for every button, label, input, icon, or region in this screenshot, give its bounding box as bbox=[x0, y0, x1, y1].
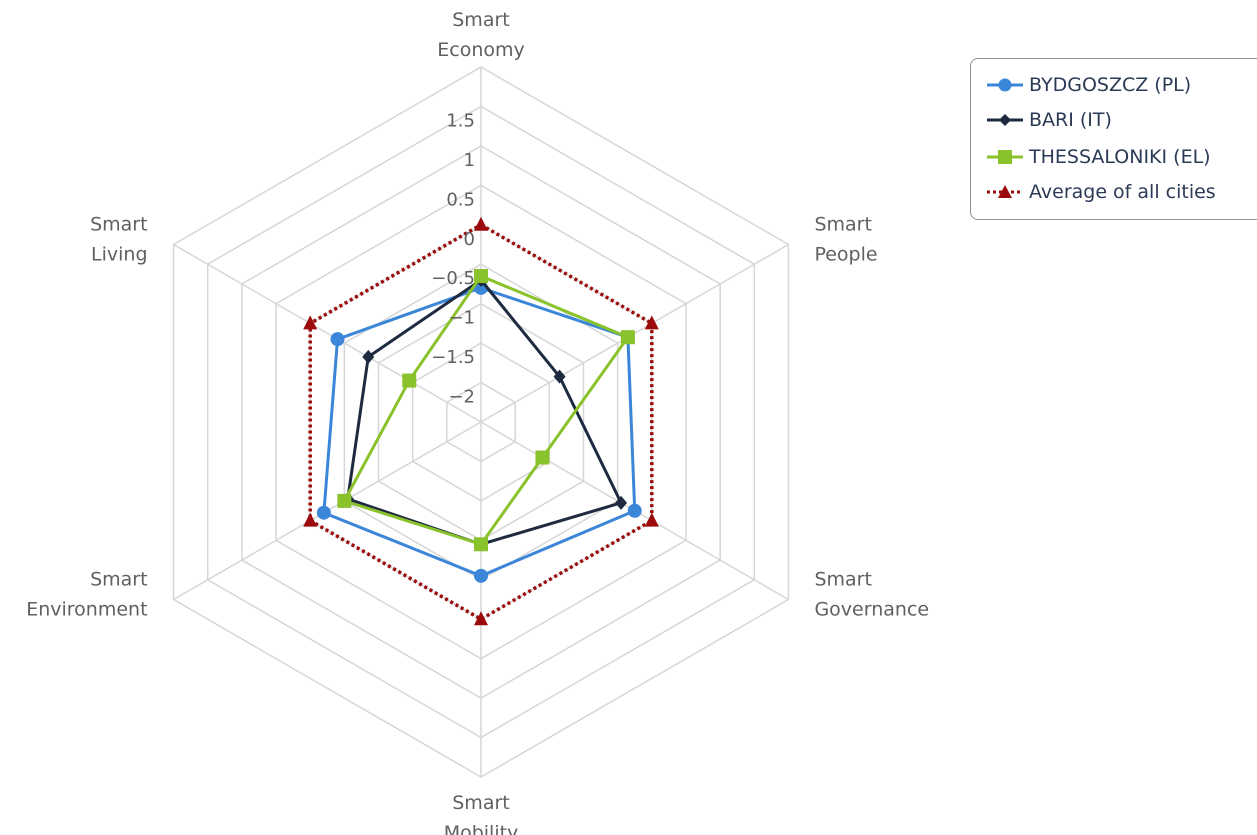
tick-label-1: −1.5 bbox=[431, 347, 475, 368]
tick-label-0: −2 bbox=[448, 387, 475, 408]
axis-label-smart-economy: Smart Economy bbox=[437, 9, 525, 61]
axis-label-smart-living: Smart Living bbox=[90, 214, 147, 266]
data-point-bari-it-smart-living bbox=[362, 349, 375, 364]
tick-label-6: 1 bbox=[464, 150, 475, 171]
data-point-thessaloniki-el-smart-people bbox=[620, 330, 635, 345]
data-point-bydgoszcz-pl-smart-governance bbox=[627, 503, 642, 518]
grid-spokes bbox=[173, 67, 789, 777]
legend-symbol-bydgoszcz bbox=[987, 78, 1023, 92]
series-line-thessaloniki-el bbox=[342, 274, 631, 547]
data-point-thessaloniki-el-smart-mobility bbox=[474, 537, 488, 552]
data-point-average-of-all-cities-smart-governance bbox=[644, 512, 659, 527]
tick-label-4: 0 bbox=[464, 229, 475, 250]
data-point-thessaloniki-el-smart-economy bbox=[474, 269, 488, 284]
data-point-average-of-all-cities-smart-living bbox=[303, 315, 318, 330]
legend-marker bbox=[998, 150, 1012, 164]
tick-label-7: 1.5 bbox=[446, 110, 475, 131]
data-point-bari-it-smart-governance bbox=[615, 495, 628, 510]
series-average-of-all-cities bbox=[303, 216, 659, 626]
legend-symbol-average bbox=[987, 185, 1023, 198]
data-point-thessaloniki-el-smart-environment bbox=[337, 493, 352, 508]
legend-label-average: Average of all cities bbox=[1029, 181, 1216, 203]
grid-spoke bbox=[173, 243, 482, 423]
data-point-bydgoszcz-pl-smart-environment bbox=[316, 505, 331, 520]
data-point-bydgoszcz-pl-smart-mobility bbox=[474, 568, 488, 583]
data-point-average-of-all-cities-smart-environment bbox=[303, 512, 318, 527]
data-point-thessaloniki-el-smart-governance bbox=[535, 450, 550, 465]
axis-labels: Smart Economy Smart People Smart Governance Sm… bbox=[26, 9, 929, 835]
legend-marker bbox=[999, 114, 1011, 126]
radial-ticks: −2 −1.5 −1 −0.5 0 0.5 1 1.5 bbox=[431, 110, 475, 407]
legend-item-bari[interactable]: BARI (IT) bbox=[985, 105, 1112, 135]
data-point-average-of-all-cities-smart-people bbox=[644, 315, 659, 330]
axis-label-smart-governance: Smart Governance bbox=[814, 569, 929, 621]
series-bari-it bbox=[341, 273, 628, 552]
legend-label-bydgoszcz: BYDGOSZCZ (PL) bbox=[1029, 74, 1192, 96]
legend-item-average[interactable]: Average of all cities bbox=[985, 177, 1216, 207]
data-point-average-of-all-cities-smart-mobility bbox=[474, 611, 488, 626]
legend-marker bbox=[998, 78, 1012, 92]
legend: BYDGOSZCZ (PL) BARI (IT) THESSALONIKI (E… bbox=[970, 58, 1257, 220]
legend-symbol-bari bbox=[987, 114, 1023, 126]
data-point-thessaloniki-el-smart-living bbox=[402, 373, 417, 388]
axis-label-smart-people: Smart People bbox=[814, 214, 877, 266]
legend-item-bydgoszcz[interactable]: BYDGOSZCZ (PL) bbox=[985, 70, 1191, 100]
legend-marker bbox=[998, 185, 1012, 198]
data-point-bydgoszcz-pl-smart-living bbox=[330, 332, 345, 347]
tick-label-5: 0.5 bbox=[446, 189, 475, 210]
tick-label-2: −1 bbox=[448, 308, 475, 329]
axis-label-smart-mobility: Smart Mobility bbox=[444, 792, 519, 835]
data-point-bari-it-smart-people bbox=[553, 369, 566, 384]
tick-label-3: −0.5 bbox=[431, 268, 475, 289]
legend-label-thessaloniki: THESSALONIKI (EL) bbox=[1029, 146, 1211, 168]
legend-label-bari: BARI (IT) bbox=[1029, 109, 1112, 131]
legend-symbol-thessaloniki bbox=[987, 150, 1023, 164]
legend-item-thessaloniki[interactable]: THESSALONIKI (EL) bbox=[985, 142, 1211, 172]
data-point-average-of-all-cities-smart-economy bbox=[474, 216, 488, 231]
series-thessaloniki-el bbox=[337, 269, 635, 552]
axis-label-smart-environment: Smart Environment bbox=[26, 569, 147, 621]
